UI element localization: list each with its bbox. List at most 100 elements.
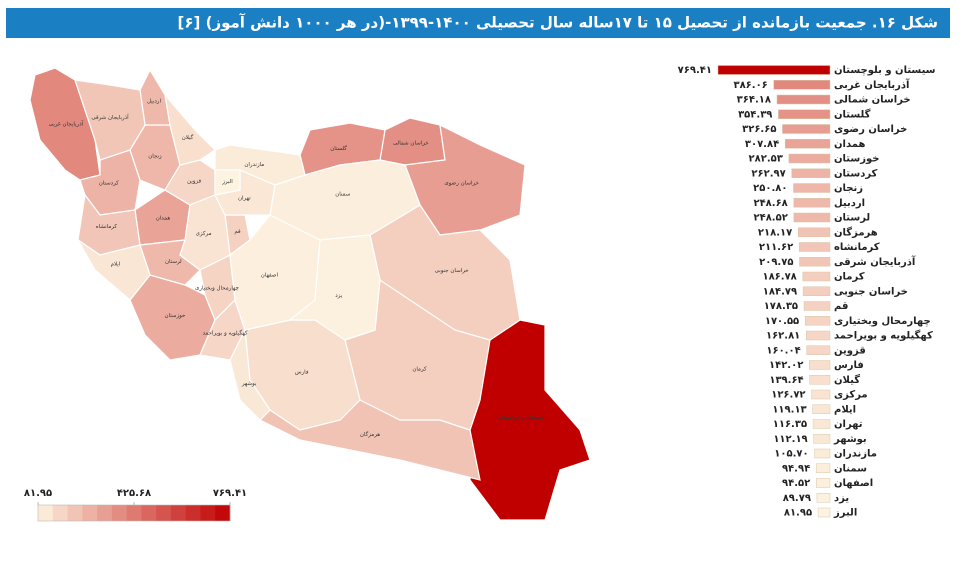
bar (817, 507, 831, 518)
bar (812, 404, 831, 414)
bar-list: ۷۶۹.۴۱ سیستان و بلوچستان ۳۸۶.۰۶ آذربایجان غ… (678, 65, 936, 519)
province-label: فارس (295, 370, 309, 376)
bar (802, 271, 831, 282)
province-label: خوزستان (165, 313, 186, 319)
colorbar-step (82, 505, 98, 521)
province-label: بوشهر (241, 381, 257, 387)
bar-value-label: ۱۷۸.۳۵ (764, 301, 798, 312)
colorbar-step (126, 505, 142, 521)
bar (793, 183, 831, 193)
province-label: ایلام (111, 262, 121, 268)
bar-value-label: ۲۸۲.۵۳ (749, 154, 783, 165)
bar-value-label: ۱۱۹.۱۳ (772, 404, 806, 415)
colorbar-step (67, 505, 83, 521)
bar-category-label: بوشهر (833, 434, 867, 445)
bar-value-label: ۱۳۹.۶۴ (769, 375, 803, 386)
bar-value-label: ۲۶۲.۹۷ (751, 168, 785, 179)
bar-value-label: ۱۱۲.۱۹ (773, 434, 807, 445)
bar-category-label: یزد (834, 493, 849, 504)
bar-value-label: ۱۰۵.۷۰ (774, 449, 808, 460)
bar (797, 227, 831, 237)
bar-value-label: ۱۲۶.۷۲ (771, 390, 805, 401)
province-label: همدان (156, 216, 171, 222)
colorbar: ۸۱.۹۵ ۴۲۵.۶۸ ۷۶۹.۴۱ (24, 488, 247, 522)
colorbar-step (185, 505, 201, 521)
bar (812, 419, 831, 429)
province-label: البرز (221, 179, 233, 185)
bar (804, 316, 831, 326)
province-label: آذربایجان شرقی (91, 114, 129, 121)
bar-category-label: مرکزی (834, 390, 868, 401)
bar-category-label: خراسان شمالی (834, 95, 911, 106)
bar-value-label: ۲۴۸.۵۲ (753, 213, 787, 224)
colorbar-step (156, 505, 172, 521)
bar-category-label: مازندران (834, 449, 877, 460)
bar-value-label: ۱۴۲.۰۲ (769, 360, 803, 371)
bar-category-label: خوزستان (834, 154, 879, 165)
province-label: هرمزگان (360, 431, 380, 438)
bar-category-label: قزوین (834, 345, 866, 356)
province-label: گلستان (330, 145, 347, 152)
colorbar-step (215, 505, 231, 521)
bar-value-label: ۷۶۹.۴۱ (678, 65, 712, 76)
bar (813, 434, 831, 444)
colorbar-step (200, 505, 216, 521)
colorbar-step (97, 505, 113, 521)
bar (816, 493, 831, 503)
bar-value-label: ۲۱۸.۱۷ (758, 227, 792, 238)
province-label: کرمانشاه (96, 223, 118, 230)
colorbar-step (52, 505, 68, 521)
bar (806, 345, 831, 355)
bar-value-label: ۹۴.۹۴ (782, 463, 810, 474)
bar-category-label: قم (834, 301, 848, 312)
colorbar-tick-label: ۷۶۹.۴۱ (213, 488, 247, 499)
colorbar-step (38, 505, 54, 521)
bar-category-label: البرز (833, 508, 857, 519)
bar (782, 124, 831, 134)
province (74, 79, 146, 161)
bar-category-label: فارس (834, 360, 864, 371)
bar-value-label: ۲۵۰.۸۰ (753, 183, 787, 194)
province (369, 204, 521, 341)
bar (798, 242, 831, 252)
bar (793, 198, 831, 208)
bar-value-label: ۲۱۱.۶۲ (759, 242, 793, 253)
bar (773, 80, 831, 90)
colorbar-step (141, 505, 157, 521)
bar-category-label: چهارمحال وبختیاری (834, 316, 931, 327)
chart-title: شکل ۱۶. جمعیت بازمانده از تحصیل ۱۵ تا ۱۷… (178, 14, 938, 32)
bar-value-label: ۳۸۶.۰۶ (733, 80, 767, 91)
province (77, 239, 151, 301)
bar-value-label: ۲۴۸.۶۸ (753, 198, 787, 209)
colorbar-step (111, 505, 127, 521)
bar-category-label: گلستان (834, 107, 871, 120)
bar-value-label: ۱۷۰.۵۵ (765, 316, 799, 327)
province-label: خراسان شمالی (393, 141, 429, 147)
bar (802, 286, 831, 296)
bar-value-label: ۹۴.۵۲ (782, 478, 810, 489)
bar-category-label: تهران (834, 419, 863, 430)
province-label: سمنان (335, 191, 351, 197)
bar-value-label: ۳۶۴.۱۸ (737, 95, 771, 106)
bar (806, 330, 831, 341)
province-label: گیلان (182, 134, 194, 141)
colorbar-tick-label: ۸۱.۹۵ (24, 488, 52, 499)
province (288, 234, 381, 341)
province-label: قزوین (187, 178, 201, 184)
province-label: زنجان (148, 153, 162, 159)
province-label: خراسان جنوبی (435, 268, 469, 274)
bar-value-label: ۱۸۴.۷۹ (763, 286, 797, 297)
bar (791, 168, 831, 178)
bar (788, 153, 831, 164)
bar-value-label: ۸۹.۷۹ (783, 493, 811, 504)
bar-category-label: اصفهان (834, 478, 873, 489)
province-label: اردبیل (147, 99, 161, 105)
title-bar (6, 8, 950, 38)
province-label: کهگیلویه و بویراحمد (202, 330, 247, 337)
bar-value-label: ۳۰۷.۸۴ (745, 139, 779, 150)
bar-category-label: ایلام (834, 404, 856, 415)
province-label: تهران (238, 195, 251, 201)
bar-value-label: ۸۱.۹۵ (784, 508, 812, 519)
province-label: کرمان (412, 366, 427, 373)
